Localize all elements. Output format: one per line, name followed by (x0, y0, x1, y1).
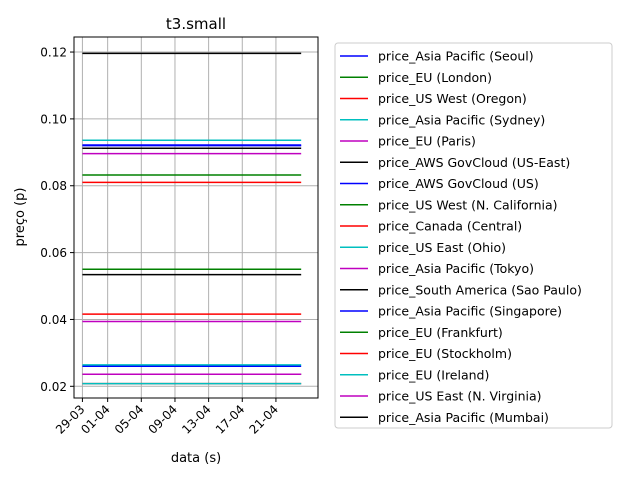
legend-label: price_Asia Pacific (Mumbai) (378, 410, 549, 425)
legend-item: price_EU (Stockholm) (340, 346, 512, 361)
x-tick-label: 13-04 (179, 402, 214, 437)
legend-item: price_AWS GovCloud (US) (340, 176, 539, 191)
y-axis: 0.02 0.04 0.06 0.08 0.10 0.12 (40, 46, 74, 394)
legend-label: price_Asia Pacific (Sydney) (378, 112, 545, 127)
x-axis-label: data (s) (171, 451, 221, 466)
legend-item: price_EU (London) (340, 70, 492, 85)
legend-label: price_Canada (Central) (378, 219, 522, 234)
legend-item: price_US East (N. Virginia) (340, 389, 542, 404)
legend-item: price_US West (N. California) (340, 197, 558, 212)
x-tick-label: 09-04 (146, 402, 181, 437)
legend-frame (334, 42, 613, 429)
legend-label: price_EU (Ireland) (378, 367, 489, 382)
legend-label: price_US East (N. Virginia) (378, 389, 542, 404)
x-tick-label: 01-04 (78, 402, 113, 437)
legend-item: price_US West (Oregon) (340, 91, 527, 106)
legend-item: price_EU (Frankfurt) (340, 325, 503, 340)
y-tick-label: 0.08 (40, 179, 67, 193)
legend-item: price_EU (Paris) (340, 134, 476, 149)
legend-item: price_Asia Pacific (Tokyo) (340, 261, 534, 276)
legend-label: price_AWS GovCloud (US) (378, 176, 539, 191)
plot-area-frame (73, 36, 319, 399)
legend-item: price_Asia Pacific (Singapore) (340, 304, 562, 319)
legend-label: price_Asia Pacific (Singapore) (378, 304, 562, 319)
legend-item: price_AWS GovCloud (US-East) (340, 155, 570, 170)
legend-label: price_US East (Ohio) (378, 240, 506, 255)
series-lines (82, 52, 302, 385)
legend-label: price_EU (Paris) (378, 134, 476, 149)
legend-label: price_AWS GovCloud (US-East) (378, 155, 570, 170)
legend-item: price_US East (Ohio) (340, 240, 506, 255)
legend: price_Asia Pacific (Seoul) price_EU (Lond… (334, 42, 613, 429)
legend-item: price_Asia Pacific (Sydney) (340, 112, 545, 127)
x-tick-label: 21-04 (246, 402, 281, 437)
legend-label: price_EU (Stockholm) (378, 346, 512, 361)
y-tick-label: 0.10 (40, 112, 67, 126)
legend-label: price_EU (Frankfurt) (378, 325, 503, 340)
chart-title: t3.small (166, 15, 226, 33)
legend-item: price_South America (Sao Paulo) (340, 282, 582, 297)
y-tick-label: 0.06 (40, 246, 67, 260)
y-tick-label: 0.04 (40, 313, 67, 327)
legend-label: price_South America (Sao Paulo) (378, 282, 582, 297)
y-tick-label: 0.12 (40, 46, 67, 60)
legend-label: price_Asia Pacific (Tokyo) (378, 261, 534, 276)
legend-item: price_Asia Pacific (Mumbai) (340, 410, 549, 425)
y-axis-label: preço (p) (13, 188, 28, 247)
x-tick-label: 17-04 (213, 402, 248, 437)
legend-item: price_Asia Pacific (Seoul) (340, 49, 534, 64)
legend-label: price_US West (N. California) (378, 197, 558, 212)
legend-label: price_EU (London) (378, 70, 492, 85)
legend-item: price_EU (Ireland) (340, 367, 489, 382)
x-tick-label: 05-04 (112, 402, 147, 437)
legend-label: price_US West (Oregon) (378, 91, 527, 106)
y-tick-label: 0.02 (40, 380, 67, 394)
grid (74, 37, 318, 398)
legend-item: price_Canada (Central) (340, 219, 522, 234)
legend-label: price_Asia Pacific (Seoul) (378, 49, 534, 64)
